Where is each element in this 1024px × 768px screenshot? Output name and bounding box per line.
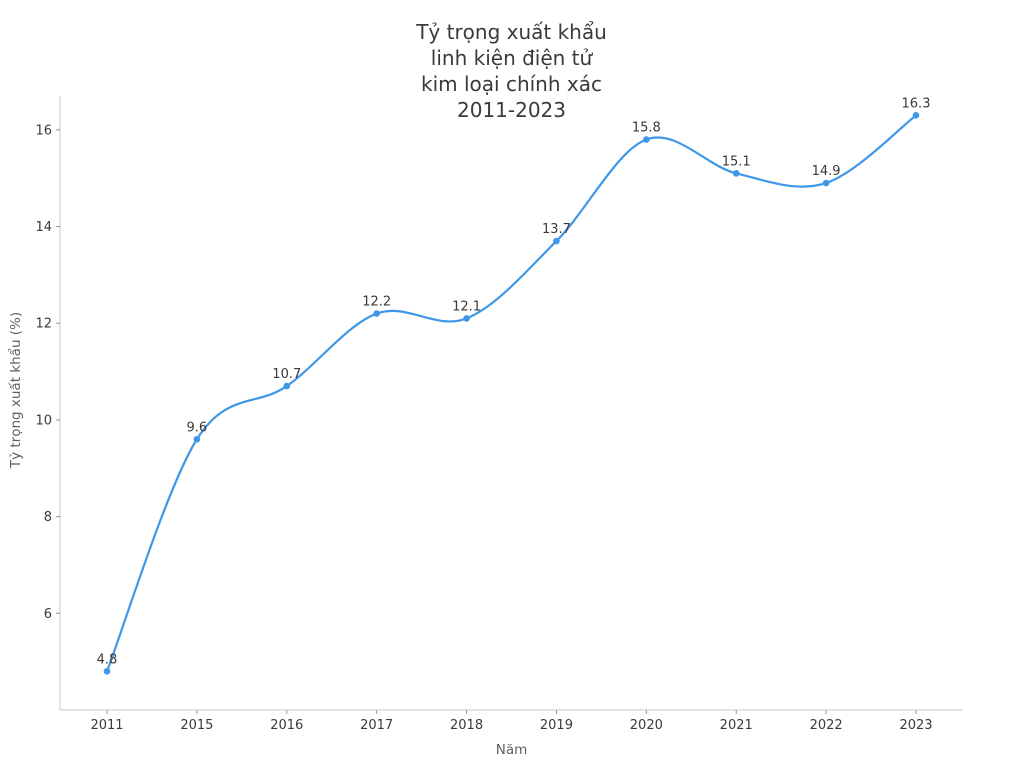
data-point-label: 9.6 bbox=[187, 420, 208, 435]
data-point-marker bbox=[822, 179, 830, 187]
chart-title-line: linh kiện điện tử bbox=[430, 46, 593, 70]
x-tick-label: 2011 bbox=[90, 718, 123, 733]
y-tick-label: 6 bbox=[44, 607, 52, 622]
data-point-marker bbox=[373, 310, 380, 317]
data-point-label: 10.7 bbox=[272, 367, 301, 382]
y-tick-label: 8 bbox=[44, 510, 52, 525]
data-point-label: 16.3 bbox=[902, 96, 931, 111]
chart-title-line: kim loại chính xác bbox=[421, 72, 602, 96]
x-tick-label: 2023 bbox=[899, 718, 932, 733]
y-tick-label: 10 bbox=[35, 413, 52, 428]
chart-title-line: 2011-2023 bbox=[456, 98, 566, 122]
data-point-label: 12.2 bbox=[362, 295, 391, 310]
data-point-marker bbox=[463, 315, 470, 322]
data-point-marker bbox=[103, 668, 111, 675]
y-axis-label: Tỷ trọng xuất khẩu (%) bbox=[8, 311, 24, 469]
x-tick-label: 2015 bbox=[180, 718, 213, 733]
x-tick-label: 2019 bbox=[540, 718, 573, 733]
data-point-marker bbox=[193, 435, 201, 443]
y-tick-label: 16 bbox=[35, 123, 52, 138]
x-tick-label: 2022 bbox=[810, 718, 843, 733]
x-tick-label: 2016 bbox=[270, 718, 303, 733]
x-tick-label: 2020 bbox=[630, 718, 663, 733]
data-point-label: 15.1 bbox=[722, 154, 751, 169]
chart-title: Tỷ trọng xuất khẩu linh kiện điện tử kim… bbox=[60, 19, 963, 123]
data-point-marker bbox=[732, 170, 740, 177]
line-series bbox=[105, 114, 918, 673]
data-point-marker bbox=[283, 382, 291, 390]
x-axis-label: Năm bbox=[495, 742, 528, 758]
data-point-label: 4.8 bbox=[97, 652, 118, 667]
y-tick-label: 14 bbox=[35, 220, 52, 235]
data-point-label: 13.7 bbox=[542, 222, 571, 237]
x-tick-label: 2017 bbox=[360, 718, 393, 733]
y-tick-label: 12 bbox=[35, 317, 52, 332]
data-point-label: 12.1 bbox=[452, 299, 481, 314]
data-point-label: 15.8 bbox=[632, 121, 661, 136]
chart-title-line: Tỷ trọng xuất khẩu bbox=[416, 20, 607, 44]
x-tick-label: 2021 bbox=[720, 718, 753, 733]
data-point-marker bbox=[553, 237, 560, 245]
x-tick-label: 2018 bbox=[450, 718, 483, 733]
data-point-label: 14.9 bbox=[812, 164, 841, 179]
data-point-marker bbox=[912, 112, 920, 119]
data-point-marker bbox=[643, 136, 650, 143]
